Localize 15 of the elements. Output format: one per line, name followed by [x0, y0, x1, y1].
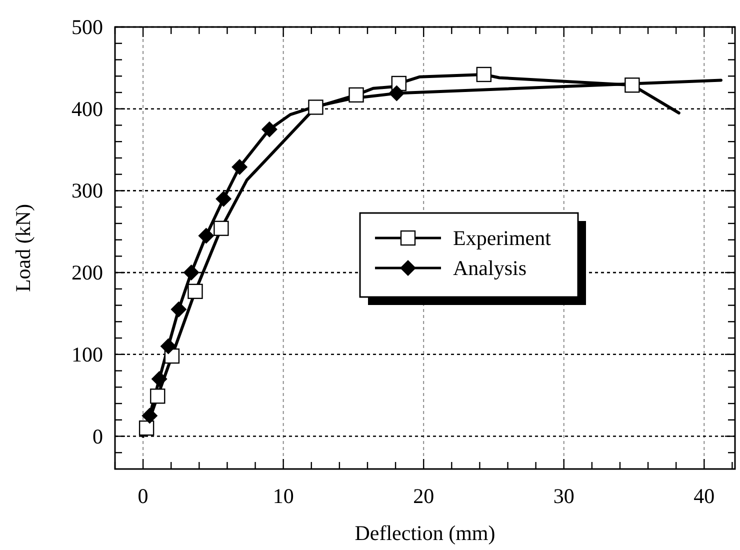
y-tick-label: 400 — [72, 96, 103, 121]
y-axis-title: Load (kN) — [11, 204, 35, 292]
y-tick-label: 200 — [72, 260, 103, 285]
x-axis-title: Deflection (mm) — [354, 521, 496, 545]
legend-label: Experiment — [453, 226, 552, 250]
y-tick-label: 300 — [72, 178, 103, 203]
legend-label: Analysis — [453, 256, 526, 280]
y-tick-label: 0 — [92, 424, 103, 448]
x-tick-label: 40 — [694, 484, 715, 508]
x-tick-label: 30 — [553, 484, 574, 508]
x-tick-label: 20 — [413, 484, 434, 508]
y-tick-label: 500 — [72, 15, 103, 39]
x-tick-label: 0 — [138, 484, 148, 508]
x-tick-label: 10 — [272, 484, 294, 508]
y-tick-label: 100 — [72, 342, 103, 366]
